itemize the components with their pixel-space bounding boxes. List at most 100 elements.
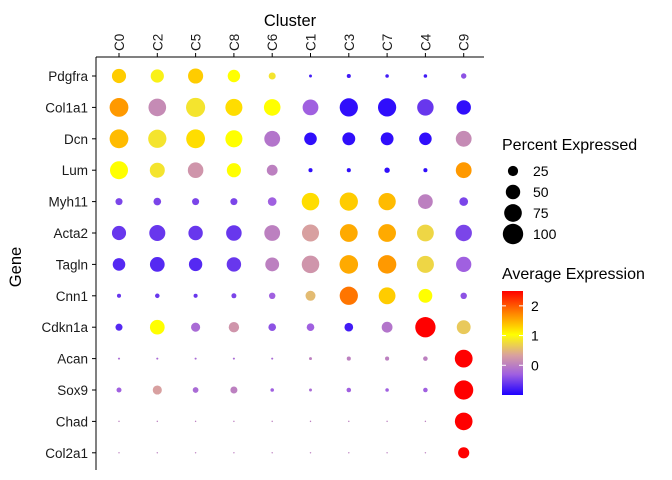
dot	[424, 452, 427, 454]
dot	[302, 99, 319, 116]
size-legend-dot	[507, 165, 519, 177]
dot	[265, 257, 280, 272]
dot	[424, 420, 427, 423]
dot	[346, 387, 352, 393]
x-axis-title: Cluster	[264, 12, 317, 30]
colorbar	[502, 291, 523, 395]
dot	[194, 452, 197, 454]
dot	[153, 197, 162, 206]
dot	[385, 74, 389, 78]
x-tick-label: C3	[342, 34, 357, 51]
dot	[339, 286, 358, 305]
x-tick-label: C4	[418, 33, 433, 51]
dot	[309, 74, 312, 78]
dot	[459, 197, 469, 206]
dot	[226, 225, 242, 241]
dot	[267, 197, 277, 206]
dot	[417, 99, 434, 116]
y-tick-label: Chad	[56, 414, 88, 429]
size-legend-label: 100	[533, 226, 557, 242]
x-tick-label: C5	[189, 34, 204, 51]
dot	[271, 357, 274, 360]
dot	[301, 255, 320, 274]
dot	[112, 258, 126, 271]
dot	[454, 349, 473, 368]
dot	[380, 132, 394, 146]
dot	[454, 380, 474, 400]
dot	[301, 224, 320, 242]
dot	[226, 163, 241, 178]
dot	[455, 162, 472, 179]
dot	[385, 356, 390, 361]
dot	[149, 224, 166, 242]
dot	[116, 293, 122, 298]
dot	[377, 98, 397, 117]
dot	[339, 192, 358, 211]
size-legend-label: 25	[533, 163, 549, 179]
dot	[156, 420, 159, 423]
dot	[309, 357, 312, 361]
dot	[461, 73, 467, 79]
x-tick-label: C6	[265, 34, 280, 51]
dot	[152, 385, 162, 395]
dot	[456, 320, 471, 335]
x-tick-label: C1	[304, 34, 319, 51]
dot	[188, 257, 203, 272]
size-legend-dot	[504, 204, 522, 222]
y-tick-label: Cnn1	[56, 289, 88, 304]
dot	[230, 198, 238, 206]
size-legend: Percent Expressed 25 50 75 100	[502, 137, 637, 245]
dot	[109, 161, 129, 180]
color-legend: Average Expression 0 1 2	[502, 266, 645, 395]
dot	[191, 322, 201, 332]
dot	[231, 293, 237, 299]
dot	[419, 132, 432, 146]
dot	[342, 132, 356, 146]
dot	[264, 130, 281, 147]
dot	[118, 420, 120, 423]
dot	[385, 388, 389, 392]
colorbar-tick-label: 2	[531, 298, 539, 314]
y-tick-label: Dcn	[64, 132, 88, 147]
dot	[117, 357, 121, 360]
dot	[233, 452, 235, 454]
x-axis-ticks: C0 C2 C5 C8 C6 C1 C3 C7 C4 C9	[112, 33, 472, 57]
dot	[309, 452, 312, 454]
dot	[225, 98, 243, 116]
dot	[227, 69, 241, 83]
dot	[188, 225, 203, 241]
dot	[149, 257, 165, 272]
dot	[423, 168, 428, 173]
colorbar-tick-label: 0	[531, 357, 539, 373]
dot	[149, 319, 165, 335]
dot	[308, 168, 313, 173]
dot	[109, 98, 129, 117]
dot	[416, 255, 434, 273]
dot	[271, 420, 273, 423]
dot	[155, 293, 160, 299]
size-legend-dot	[502, 223, 524, 245]
dot	[418, 288, 433, 303]
y-tick-label: Tagln	[56, 257, 88, 272]
y-tick-label: Cdkn1a	[41, 320, 88, 335]
dot	[418, 194, 433, 209]
dot	[339, 255, 359, 274]
dot	[456, 256, 472, 273]
dot	[188, 68, 204, 84]
y-tick-label: Col2a1	[45, 446, 88, 461]
dot	[226, 257, 242, 272]
y-tick-label: Sox9	[57, 383, 88, 398]
dot	[232, 357, 235, 360]
dot	[455, 224, 472, 242]
dot	[306, 323, 315, 332]
dot	[423, 74, 428, 78]
dot	[460, 292, 467, 300]
y-axis-ticks: Pdgfra Col1a1 Dcn Lum Myh11 Acta2 Tagln Cnn1 Cdk…	[41, 69, 96, 461]
dot	[115, 323, 123, 331]
dot	[268, 292, 276, 300]
size-legend-label: 75	[533, 205, 549, 221]
dot	[149, 162, 165, 178]
dot	[118, 452, 120, 454]
dot	[339, 224, 358, 242]
dot	[268, 72, 276, 80]
